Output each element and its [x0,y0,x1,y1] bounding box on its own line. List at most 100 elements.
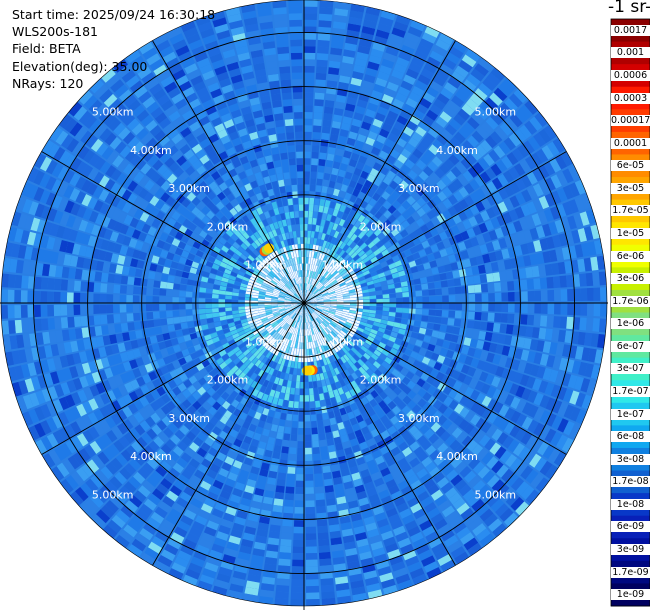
ray-gate [147,226,157,237]
ray-gate [349,573,363,583]
ray-gate [328,242,334,250]
ray-gate [388,462,400,473]
ray-gate [449,118,462,131]
ray-gate [208,327,217,334]
ray-gate [429,449,441,461]
ray-gate [253,541,266,551]
ray-gate [162,168,173,180]
ray-gate [333,436,342,445]
ray-gate [304,177,310,185]
ray-gate [397,153,408,164]
ray-gate [257,324,265,330]
ray-gate [531,438,544,452]
ray-gate [327,325,334,331]
ray-gate [486,273,494,283]
ray-gate [486,474,500,488]
ray-gate [234,204,243,213]
ray-gate [111,400,122,412]
ray-gate [440,430,451,442]
ray-gate [568,165,580,181]
ray-gate [222,365,231,374]
ray-gate [419,97,432,109]
ray-gate [359,551,373,561]
ray-gate [542,444,555,460]
ray-gate [310,407,316,415]
ray-gate [348,289,356,294]
ray-gate [172,462,184,474]
ray-gate [281,329,287,337]
ray-gate [208,447,219,458]
ray-gate [298,414,304,422]
ray-gate [206,210,215,220]
ray-gate [293,526,304,534]
ray-gate [277,282,284,288]
ray-gate [325,159,334,168]
ray-gate [321,459,330,467]
ray-gate [306,290,310,298]
ray-gate [58,114,73,129]
ray-gate [372,547,386,557]
ray-gate [293,520,304,527]
ray-gate [363,515,376,526]
ray-gate [369,233,377,241]
ray-gate [365,212,374,221]
ray-gate [431,216,441,227]
ray-gate [347,366,355,375]
ray-gate [133,277,142,286]
ray-gate [310,178,317,185]
ray-gate [201,324,209,331]
ray-gate [136,109,150,122]
ray-gate [249,561,263,570]
ray-gate [379,382,388,391]
ray-gate [334,288,342,293]
ray-gate [328,451,337,459]
ray-gate [427,343,436,352]
ray-gate [365,393,374,402]
ray-gate [291,427,298,435]
ray-gate [78,244,88,257]
ray-gate [498,355,508,367]
ray-gate [99,406,111,419]
ray-gate [339,379,346,387]
ray-gate [201,532,215,543]
ray-gate [350,3,365,13]
ray-gate [155,397,166,408]
ray-gate [317,525,329,534]
ray-gate [152,488,165,501]
ray-gate [479,274,488,284]
ray-gate [386,154,397,165]
ray-gate [243,239,251,248]
ray-gate [397,238,407,247]
ray-gate [292,305,299,309]
ray-gate [314,319,319,326]
ray-gate [182,218,192,228]
ray-gate [318,551,331,560]
ray-gate [306,283,309,291]
ray-gate [389,180,399,190]
ray-gate [269,524,281,533]
ray-gate [393,159,404,170]
ray-gate [4,242,14,257]
ray-gate [343,150,352,159]
ray-gate [134,268,143,278]
ray-gate [207,356,216,364]
ray-gate [280,321,287,328]
ray-gate [292,334,296,342]
ray-gate [354,228,362,237]
ray-gate [193,280,201,287]
ray-gate [312,341,316,349]
ray-gate [501,248,510,260]
ray-gate [482,362,492,373]
ray-gate [146,381,156,392]
ray-gate [152,159,164,171]
ray-gate [48,330,57,344]
ray-gate [70,340,79,353]
ray-gate [382,303,390,307]
ray-gate [353,236,361,244]
ray-gate [132,184,144,196]
ray-gate [170,532,185,544]
ray-gate [119,223,129,235]
ray-gate [364,360,373,368]
ray-gate [360,170,369,180]
ray-gate [268,367,275,376]
